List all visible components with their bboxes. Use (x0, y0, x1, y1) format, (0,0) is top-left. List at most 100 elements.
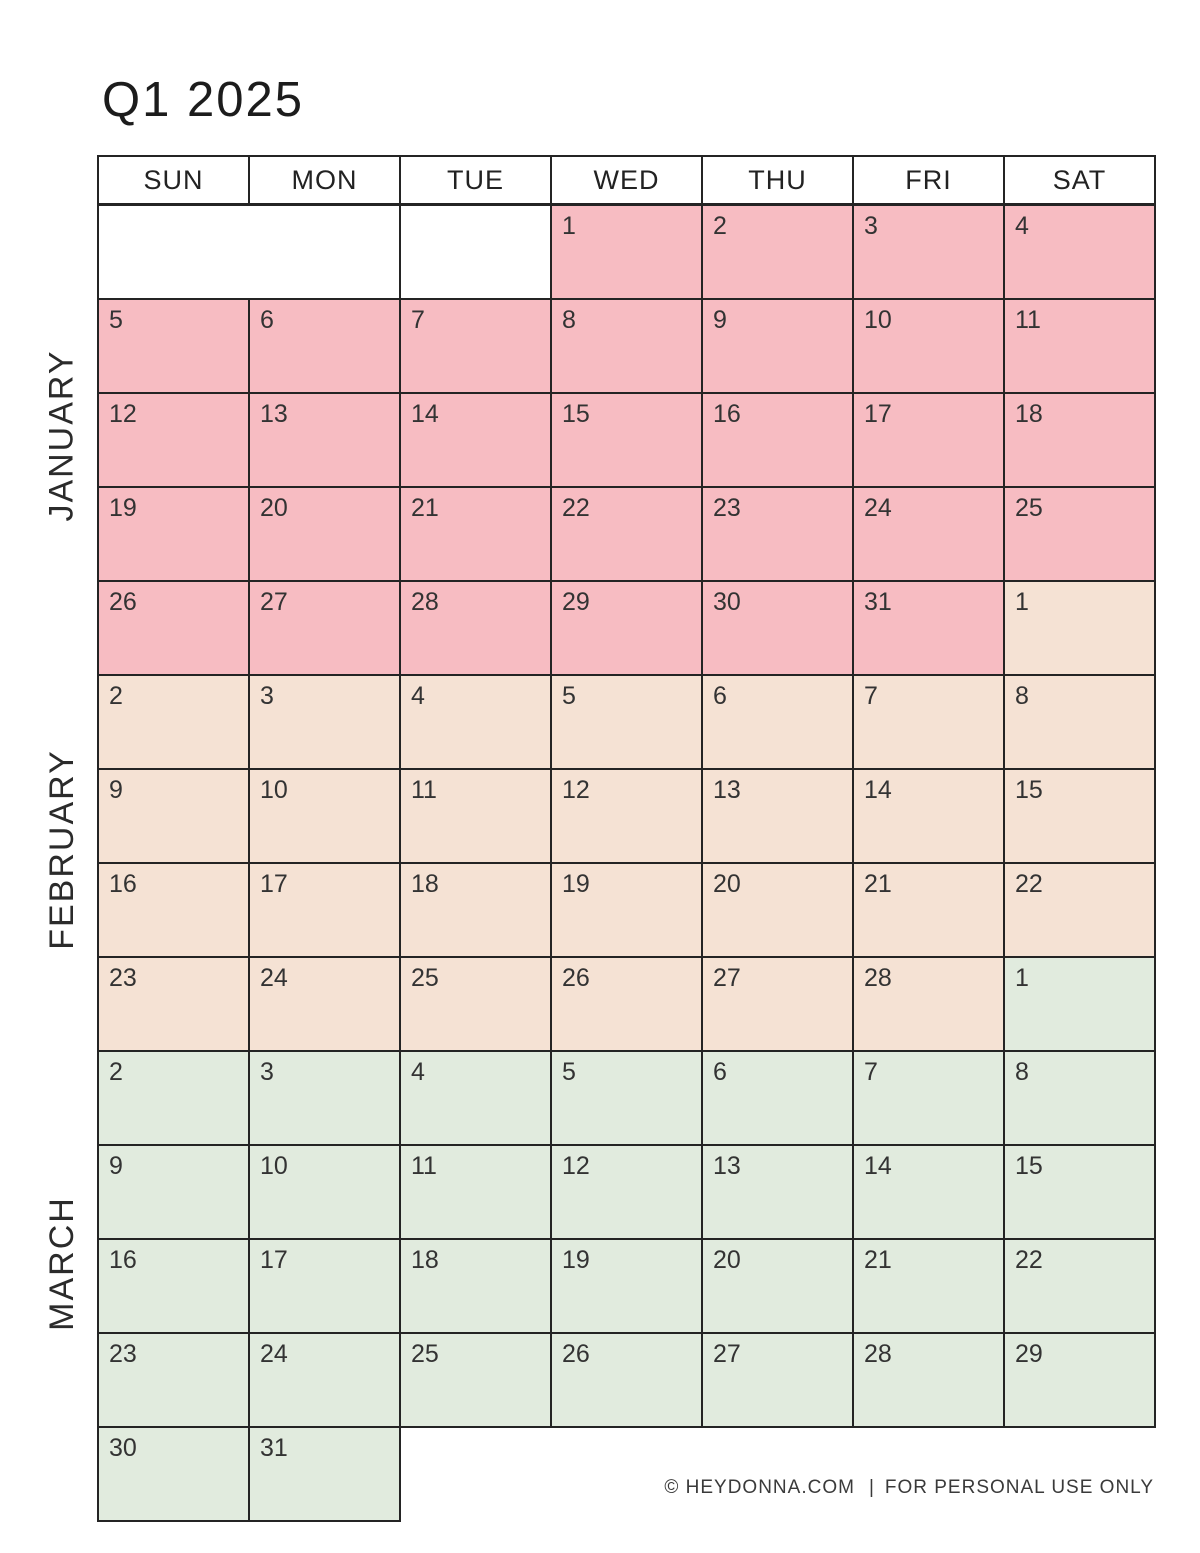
footer-copyright: © HEYDONNA.COM (664, 1477, 855, 1498)
day-cell: 1 (1003, 580, 1156, 676)
day-cell: 2 (97, 1050, 250, 1146)
week-row: 2 3 4 5 6 7 8 (97, 1050, 1156, 1146)
day-number: 10 (260, 776, 288, 804)
day-number: 12 (109, 400, 137, 428)
day-cell: 16 (97, 862, 250, 958)
day-number: 20 (713, 1246, 741, 1274)
day-number: 23 (109, 1340, 137, 1368)
day-cell: 24 (852, 486, 1005, 582)
day-number: 23 (713, 494, 741, 522)
day-number: 11 (411, 1152, 437, 1180)
week-row: 30 31 (97, 1426, 1155, 1522)
day-cell: 20 (701, 862, 854, 958)
day-number: 24 (260, 1340, 288, 1368)
day-number: 29 (562, 588, 590, 616)
day-number: 25 (411, 964, 439, 992)
day-number: 26 (562, 1340, 590, 1368)
day-cell: 20 (248, 486, 401, 582)
day-cell: 9 (701, 298, 854, 394)
day-number: 4 (1015, 212, 1029, 240)
day-number: 18 (411, 1246, 439, 1274)
day-number: 28 (864, 1340, 892, 1368)
day-cell: 28 (399, 580, 552, 676)
day-cell: 3 (248, 1050, 401, 1146)
day-cell: 10 (248, 1144, 401, 1240)
day-number: 9 (713, 306, 727, 334)
day-number: 16 (713, 400, 741, 428)
day-cell: 8 (550, 298, 703, 394)
day-number: 18 (411, 870, 439, 898)
day-cell: 12 (550, 1144, 703, 1240)
day-number: 22 (562, 494, 590, 522)
day-number: 2 (713, 212, 727, 240)
footer-separator: | (868, 1477, 875, 1498)
day-number: 19 (562, 870, 590, 898)
day-number: 7 (411, 306, 425, 334)
week-row: 5 6 7 8 9 10 11 (97, 298, 1156, 394)
week-row: 12 13 14 15 16 17 18 (97, 392, 1156, 488)
page-title: Q1 2025 (102, 73, 304, 127)
day-number: 16 (109, 1246, 137, 1274)
day-number: 2 (109, 1058, 123, 1086)
day-number: 19 (562, 1246, 590, 1274)
week-row: 16 17 18 19 20 21 22 (97, 1238, 1156, 1334)
day-cell: 25 (399, 956, 552, 1052)
day-number: 3 (864, 212, 878, 240)
day-cell: 10 (852, 298, 1005, 394)
day-cell: 18 (399, 862, 552, 958)
day-number: 31 (260, 1434, 288, 1462)
day-number: 21 (864, 870, 892, 898)
month-label-text: JANUARY (42, 348, 81, 522)
day-cell: 31 (852, 580, 1005, 676)
day-number: 5 (109, 306, 123, 334)
day-cell: 14 (852, 1144, 1005, 1240)
day-cell: 22 (1003, 1238, 1156, 1334)
day-cell: 20 (701, 1238, 854, 1334)
day-cell: 19 (550, 1238, 703, 1334)
day-number: 25 (1015, 494, 1043, 522)
day-number: 1 (562, 212, 576, 240)
day-cell: 13 (248, 392, 401, 488)
day-number: 3 (260, 682, 274, 710)
week-row: 1 2 3 4 (97, 203, 1156, 300)
day-number: 26 (109, 588, 137, 616)
month-label-feb: FEBRUARY (28, 665, 96, 1033)
day-number: 5 (562, 1058, 576, 1086)
day-number: 20 (713, 870, 741, 898)
day-cell: 9 (97, 768, 250, 864)
day-cell: 12 (97, 392, 250, 488)
day-number: 17 (260, 870, 288, 898)
day-number: 21 (411, 494, 439, 522)
day-cell: 2 (97, 674, 250, 770)
day-number: 7 (864, 682, 878, 710)
day-number: 8 (1015, 682, 1029, 710)
day-cell: 26 (550, 956, 703, 1052)
day-number: 10 (260, 1152, 288, 1180)
day-number: 7 (864, 1058, 878, 1086)
day-number: 9 (109, 1152, 123, 1180)
day-cell: 3 (852, 203, 1005, 300)
day-number: 18 (1015, 400, 1043, 428)
day-cell: 23 (701, 486, 854, 582)
week-row: 9 10 11 12 13 14 15 (97, 768, 1156, 864)
week-row: 16 17 18 19 20 21 22 (97, 862, 1156, 958)
day-number: 6 (260, 306, 274, 334)
day-number: 13 (260, 400, 288, 428)
day-cell: 21 (852, 862, 1005, 958)
day-cell: 14 (852, 768, 1005, 864)
day-number: 15 (1015, 1152, 1043, 1180)
day-cell: 18 (1003, 392, 1156, 488)
day-number: 13 (713, 1152, 741, 1180)
day-cell: 30 (97, 1426, 250, 1522)
month-label-mar: MARCH (28, 1033, 96, 1493)
day-number: 27 (713, 964, 741, 992)
day-cell: 31 (248, 1426, 401, 1522)
day-cell: 17 (248, 1238, 401, 1334)
day-cell: 22 (1003, 862, 1156, 958)
day-cell: 24 (248, 956, 401, 1052)
day-cell: 26 (97, 580, 250, 676)
day-number: 5 (562, 682, 576, 710)
day-cell: 8 (1003, 674, 1156, 770)
blank-cell (399, 203, 552, 300)
day-number: 10 (864, 306, 892, 334)
